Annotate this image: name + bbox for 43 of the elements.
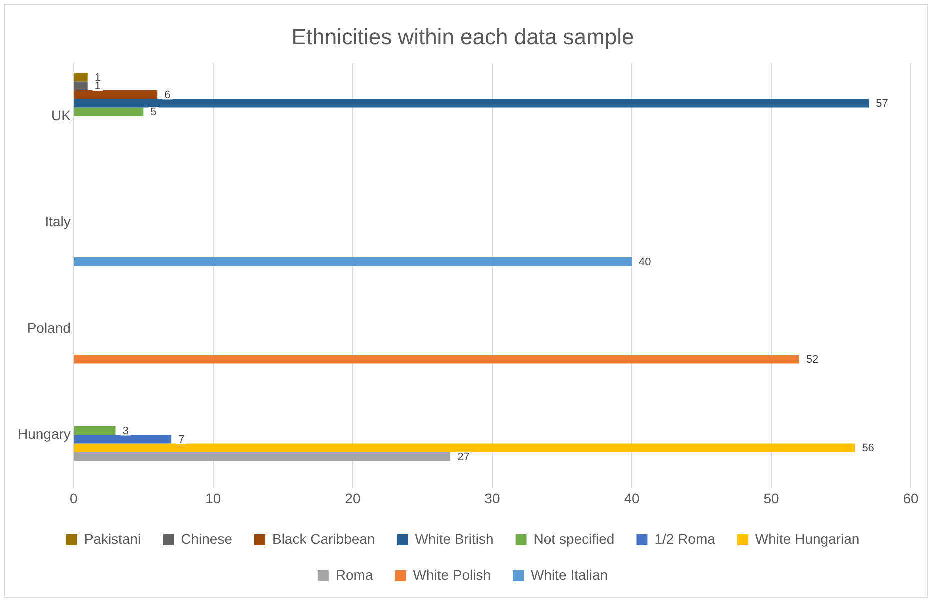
x-tick-label: 0 [70,490,78,506]
x-tick-label: 40 [624,490,640,506]
y-tick-label: Italy [45,214,71,230]
data-label: 27 [458,451,470,464]
x-tick-label: 50 [764,490,780,506]
data-label: 6 [164,89,171,102]
legend-label: White Hungarian [755,530,860,547]
x-tick-label: 20 [345,490,361,506]
data-label: 1 [94,80,101,93]
y-tick-label: Poland [27,320,71,336]
bar [74,444,856,453]
legend-label: White Italian [531,566,608,583]
data-label: 57 [876,98,888,110]
bar [74,82,88,90]
legend-label: Chinese [181,530,233,547]
bar [74,72,88,82]
data-label: 40 [638,256,652,268]
x-tick-label: 60 [903,490,919,506]
data-label: 7 [178,434,185,446]
chart-title: Ethnicities within each data sample [292,24,634,50]
bar [74,99,870,108]
data-label: 3 [122,425,129,438]
legend-label: Black Caribbean [272,530,376,547]
data-label: 52 [806,354,819,366]
bar [74,435,172,444]
data-label: 56 [862,442,874,455]
x-tick-label: 10 [206,490,222,506]
legend-label: 1/2 Roma [654,530,716,547]
legend-label: Roma [336,566,374,583]
legend-label: White British [415,530,494,547]
legend-label: Pakistani [84,530,142,547]
legend-label: Not specified [534,530,615,547]
y-tick-label: UK [51,107,72,124]
legend-label: White Polish [413,566,492,583]
bar [74,426,116,436]
bar [74,452,451,462]
bar [74,355,800,364]
bar [74,258,632,266]
y-tick-label: Hungary [18,426,71,442]
bar [74,90,158,100]
bar [74,108,144,116]
data-label: 5 [150,106,157,119]
x-tick-label: 30 [484,490,500,506]
